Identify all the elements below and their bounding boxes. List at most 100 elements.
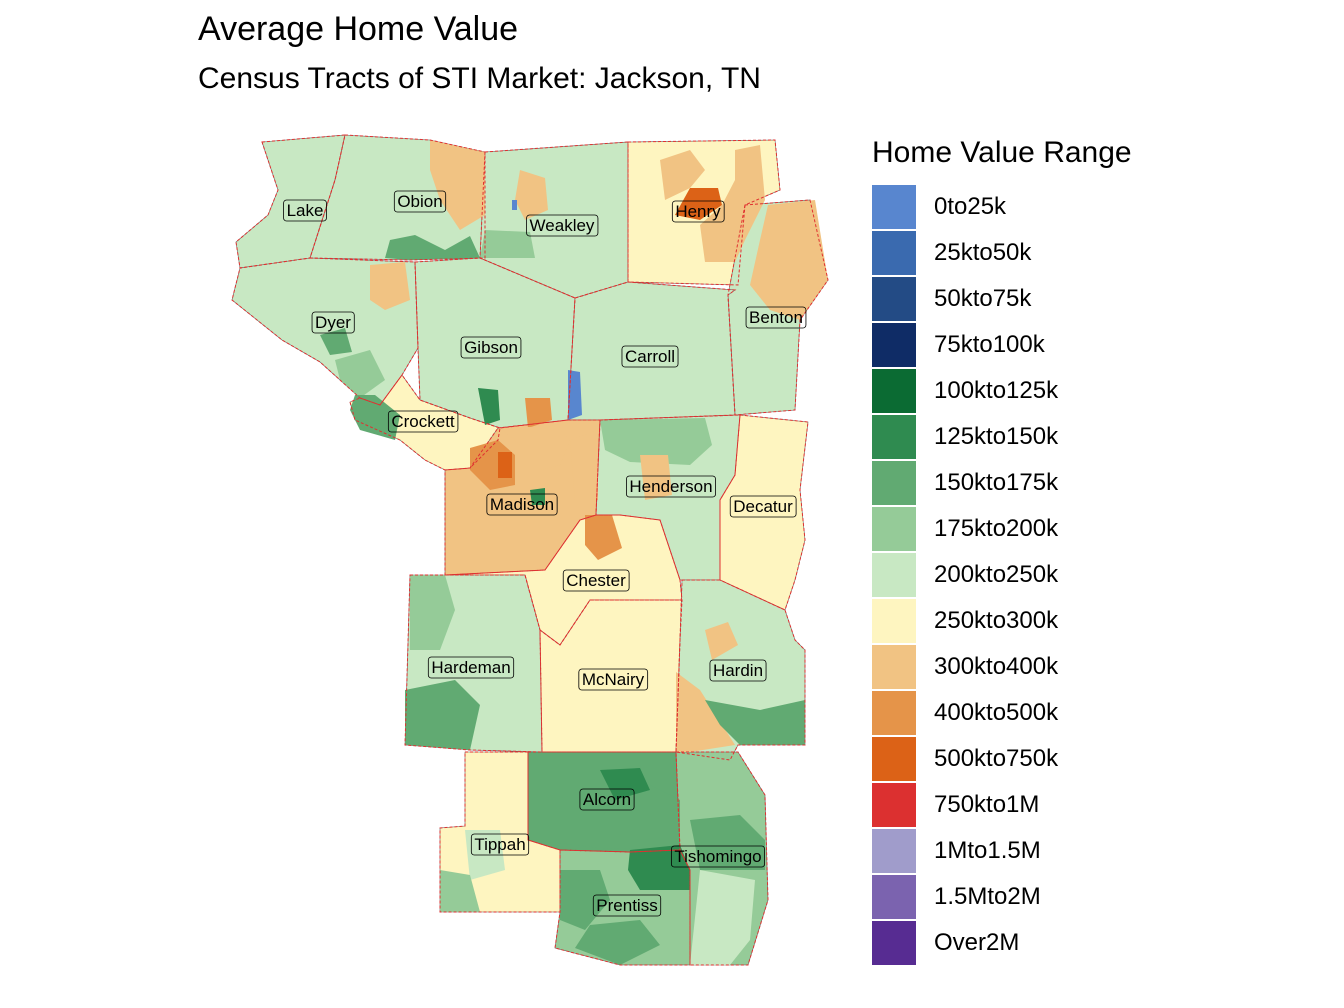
tract-region	[370, 262, 410, 310]
county-label-text: Madison	[490, 495, 554, 514]
county-boundary	[554, 849, 691, 966]
legend-swatch	[872, 185, 916, 229]
tract-region	[628, 845, 690, 890]
legend-swatch	[872, 691, 916, 735]
legend-item: 150kto175k	[872, 460, 1132, 506]
tract-region	[335, 350, 385, 398]
county-label-decatur: Decatur	[729, 495, 797, 518]
county-label-box	[562, 569, 630, 592]
legend-label: 150kto175k	[934, 469, 1059, 496]
legend-label: 25kto50k	[934, 239, 1032, 266]
legend-swatch	[872, 645, 916, 689]
county-label-text: Henry	[675, 202, 721, 221]
county-label-box	[311, 311, 355, 334]
tract-region	[676, 672, 735, 752]
legend-label: 1Mto1.5M	[934, 837, 1041, 864]
legend-item: 750kto1M	[872, 782, 1132, 828]
county-boundary	[309, 134, 486, 261]
county-label-tippah: Tippah	[470, 833, 530, 856]
tract-region	[512, 200, 517, 210]
county-label-tishomingo: Tishomingo	[670, 845, 766, 868]
legend-item: 500kto750k	[872, 736, 1132, 782]
county-label-text: Prentiss	[596, 896, 657, 915]
county-label-box	[387, 410, 459, 433]
county-label-madison: Madison	[486, 493, 558, 516]
legend-item: 200kto250k	[872, 552, 1132, 598]
legend-item: Over2M	[872, 920, 1132, 966]
county-label-box	[393, 190, 447, 213]
legend-label: 100kto125k	[934, 377, 1059, 404]
county-label-box	[283, 199, 327, 222]
county-label-text: Benton	[749, 308, 803, 327]
tract-region	[500, 426, 570, 470]
legend-swatch	[872, 415, 916, 459]
legend-item: 400kto500k	[872, 690, 1132, 736]
county-boundary	[719, 414, 809, 611]
county-label-text: Henderson	[629, 477, 712, 496]
legend-swatch	[872, 461, 916, 505]
county-label-text: Gibson	[464, 338, 518, 357]
county-label-box	[470, 833, 530, 856]
legend-item: 250kto300k	[872, 598, 1132, 644]
legend-swatch	[872, 507, 916, 551]
county-label-text: Carroll	[625, 347, 675, 366]
county-label-box	[427, 656, 515, 679]
county-label-hardin: Hardin	[709, 659, 767, 682]
county-label-henry: Henry	[671, 200, 725, 223]
legend-items: 0to25k 25kto50k 50kto75k 75kto100k 100kto125…	[872, 184, 1132, 966]
legend-swatch	[872, 599, 916, 643]
county-label-text: Alcorn	[583, 790, 631, 809]
legend-item: 175kto200k	[872, 506, 1132, 552]
legend: Home Value Range 0to25k 25kto50k 50kto75k 7…	[872, 136, 1132, 966]
county-label-text: Tishomingo	[674, 847, 761, 866]
legend-item: 300kto400k	[872, 644, 1132, 690]
legend-swatch	[872, 553, 916, 597]
county-label-lake: Lake	[283, 199, 327, 222]
legend-label: 75kto100k	[934, 331, 1045, 358]
legend-label: 750kto1M	[934, 791, 1040, 818]
county-label-obion: Obion	[393, 190, 447, 213]
legend-label: Over2M	[934, 929, 1020, 956]
county-label-text: Decatur	[733, 497, 793, 516]
legend-item: 1Mto1.5M	[872, 828, 1132, 874]
county-label-text: Obion	[397, 192, 442, 211]
tract-region	[480, 230, 535, 258]
legend-label: 175kto200k	[934, 515, 1059, 542]
tract-region	[350, 395, 400, 440]
legend-label: 200kto250k	[934, 561, 1059, 588]
county-label-mcnairy: McNairy	[578, 668, 649, 691]
county-label-text: Tippah	[474, 835, 525, 854]
legend-label: 250kto300k	[934, 607, 1059, 634]
county-label-text: Hardin	[713, 661, 763, 680]
county-label-benton: Benton	[745, 306, 807, 329]
tract-region	[690, 815, 765, 870]
tract-details	[231, 134, 829, 966]
county-label-text: McNairy	[582, 670, 645, 689]
legend-label: 400kto500k	[934, 699, 1059, 726]
county-label-text: Weakley	[530, 216, 595, 235]
tract-region	[440, 870, 480, 912]
county-label-carroll: Carroll	[621, 345, 679, 368]
legend-item: 125kto150k	[872, 414, 1132, 460]
county-label-text: Dyer	[315, 313, 351, 332]
legend-label: 1.5Mto2M	[934, 883, 1041, 910]
county-label-gibson: Gibson	[460, 336, 522, 359]
county-label-box	[709, 659, 767, 682]
legend-item: 1.5Mto2M	[872, 874, 1132, 920]
county-label-chester: Chester	[562, 569, 630, 592]
tract-region	[430, 140, 485, 230]
county-label-text: Hardeman	[431, 658, 510, 677]
county-label-text: Lake	[287, 201, 324, 220]
legend-label: 0to25k	[934, 193, 1007, 220]
county-label-alcorn: Alcorn	[579, 788, 635, 811]
tract-region	[478, 388, 500, 425]
tract-region	[320, 328, 352, 355]
tract-region	[700, 145, 765, 262]
tract-region	[550, 780, 680, 850]
county-label-box	[671, 200, 725, 223]
county-label-box	[729, 495, 797, 518]
county-label-dyer: Dyer	[311, 311, 355, 334]
tract-region	[560, 870, 610, 930]
county-label-hardeman: Hardeman	[427, 656, 515, 679]
county-label-henderson: Henderson	[626, 475, 716, 498]
